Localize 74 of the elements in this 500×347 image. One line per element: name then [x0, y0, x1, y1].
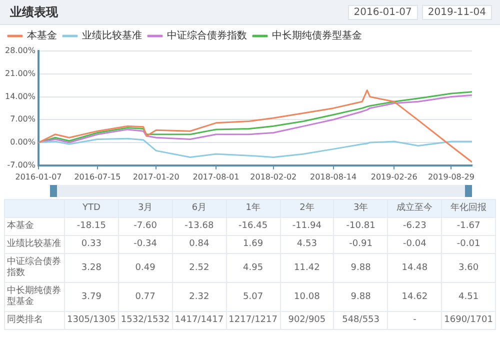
legend-label: 业绩比较基准: [82, 30, 142, 42]
text: 2年: [280, 200, 334, 218]
text: 5.07: [226, 282, 280, 312]
text: 1217/1217: [226, 312, 280, 330]
legend-label: 本基金: [27, 30, 57, 42]
text: 902/905: [280, 312, 334, 330]
text: -18.15: [64, 218, 118, 236]
text: 14.48: [388, 254, 442, 282]
y-tick-label: 14.00%: [4, 92, 36, 101]
text: -0.91: [334, 236, 388, 254]
end-date-field: 2019-11-04: [422, 4, 492, 20]
text: -: [388, 312, 442, 330]
text: -0.34: [118, 236, 172, 254]
text: 6月: [172, 200, 226, 218]
text: 成立至今: [388, 200, 442, 218]
text: YTD: [64, 200, 118, 218]
text: -0.01: [442, 236, 496, 254]
text: 2.32: [172, 282, 226, 312]
text: 14.62: [388, 282, 442, 312]
text: 0.49: [118, 254, 172, 282]
text: 1年: [226, 200, 280, 218]
x-tick-label: 2018-02-02: [250, 172, 297, 182]
y-tick-label: 21.00%: [4, 68, 36, 78]
text: 0.84: [172, 236, 226, 254]
text: 3年: [334, 200, 388, 218]
text: 业绩比较基准: [4, 236, 64, 254]
text: -0.04: [388, 236, 442, 254]
text: 年化回报: [442, 200, 496, 218]
y-tick-label: 28.00%: [4, 46, 36, 56]
text: 1.69: [226, 236, 280, 254]
text: -10.81: [334, 218, 388, 236]
x-tick-label: 2016-01-07: [15, 172, 62, 182]
text: 同类排名: [4, 312, 64, 330]
text: 0.77: [118, 282, 172, 312]
chart-title: 业绩表现: [10, 4, 58, 20]
text: 0.33: [64, 236, 118, 254]
y-tick-label: 0.00%: [10, 138, 36, 147]
text: 3.79: [64, 282, 118, 312]
text: 4.53: [280, 236, 334, 254]
text: 4.95: [226, 254, 280, 282]
x-tick-label: 2017-08-01: [192, 172, 240, 182]
text: 3.28: [64, 254, 118, 282]
legend-label: 中证综合债券指数: [167, 30, 247, 42]
text: 中证综合债券指数: [4, 254, 64, 282]
text: -1.67: [442, 218, 496, 236]
text: 本基金: [4, 218, 64, 236]
x-tick-label: 2018-08-14: [310, 172, 357, 182]
text: 9.88: [334, 282, 388, 312]
y-tick-label: -7.00%: [7, 160, 36, 170]
text: 11.42: [280, 254, 334, 282]
text: -6.23: [388, 218, 442, 236]
text: 3.60: [442, 254, 496, 282]
text: 10.08: [280, 282, 334, 312]
x-tick-label: 2017-01-20: [132, 172, 180, 182]
text: 1417/1417: [172, 312, 226, 330]
y-tick-label: 7.00%: [10, 114, 36, 124]
text: 548/553: [334, 312, 388, 330]
text: 3月: [118, 200, 172, 218]
x-tick-label: 2019-02-26: [370, 172, 418, 182]
text: 4.51: [442, 282, 496, 312]
x-tick-label: 2019-08-29: [428, 172, 474, 182]
text: 中长期纯债券型基金: [4, 282, 64, 312]
text: -13.68: [172, 218, 226, 236]
text: 1532/1532: [118, 312, 172, 330]
start-date-field: 2016-01-07: [348, 4, 418, 20]
x-tick-label: 2016-07-15: [74, 172, 121, 182]
legend-label: 中长期纯债券型基金: [272, 30, 362, 42]
text: -16.45: [226, 218, 280, 236]
text: 1690/1701: [442, 312, 496, 330]
text: 1305/1305: [64, 312, 118, 330]
text: -11.94: [280, 218, 334, 236]
text: 9.88: [334, 254, 388, 282]
text: 2.52: [172, 254, 226, 282]
text: -7.60: [118, 218, 172, 236]
